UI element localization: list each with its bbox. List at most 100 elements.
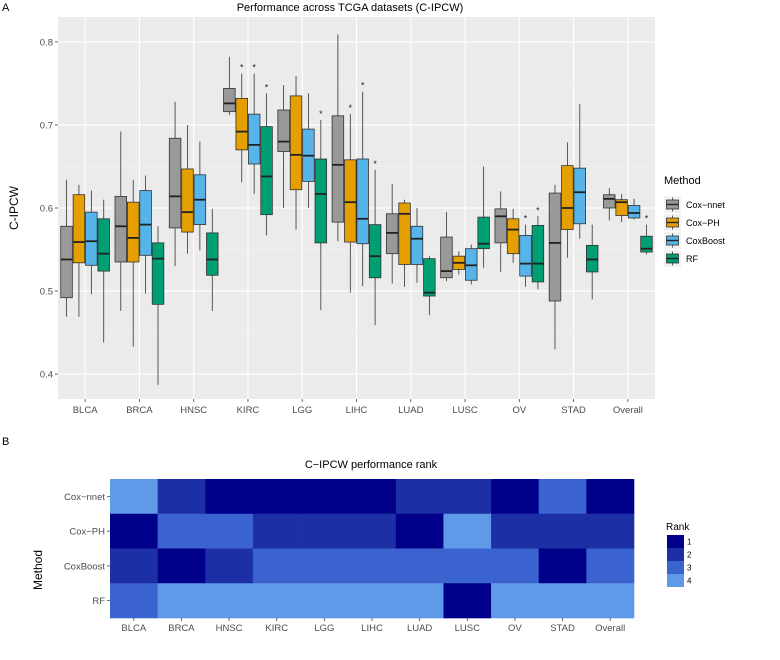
legend-key-rank-4 [667, 574, 684, 587]
significance-star: * [536, 205, 540, 215]
box-iqr [151, 242, 165, 305]
x-tick-label: STAD [561, 405, 586, 416]
box-rf: * [260, 82, 273, 236]
box-coxph [452, 251, 466, 275]
legend-label: RF [686, 254, 698, 264]
boxplot-legend: Method Cox−nnet Cox−PH CoxBoost RF [664, 175, 726, 267]
heatmap-cell [586, 479, 635, 515]
significance-star: * [265, 82, 269, 92]
box-coxboost [193, 141, 207, 251]
box-iqr [181, 168, 194, 233]
box-coxnnet [277, 85, 290, 208]
box-coxboost [410, 208, 424, 283]
box-iqr [314, 158, 328, 244]
boxplot-boxes: * * * * * * * * * * [60, 34, 653, 385]
box-iqr [60, 225, 73, 299]
box-iqr [398, 202, 411, 265]
x-tick-label: LUAD [407, 623, 432, 634]
x-tick-label: BLCA [121, 623, 146, 634]
box-iqr [548, 192, 562, 302]
box-coxph [398, 199, 411, 287]
significance-star: * [373, 159, 377, 169]
y-tick-label: 0.7 [40, 120, 53, 131]
box-iqr [603, 194, 616, 209]
box-iqr [344, 159, 357, 243]
heatmap-cells [110, 479, 635, 619]
box-iqr [519, 235, 532, 277]
box-rf: * [368, 159, 382, 326]
heatmap-y-axis-label: Method [31, 550, 45, 590]
legend-label: Cox−nnet [686, 200, 725, 210]
x-tick-label: LUSC [452, 405, 477, 416]
heatmap-cell [538, 479, 587, 515]
significance-star: * [645, 214, 649, 224]
box-iqr [206, 232, 219, 276]
heatmap-cell [586, 548, 635, 584]
box-rf [585, 224, 599, 300]
box-coxph [561, 142, 574, 258]
x-tick-label: OV [508, 623, 522, 634]
boxplot-y-axis: 0.4 0.5 0.6 0.7 0.8 [40, 37, 58, 381]
x-tick-label: BRCA [168, 623, 195, 634]
heatmap-y-axis: Cox−nnet Cox−PH CoxBoost RF [64, 492, 110, 607]
heatmap-cell [300, 583, 349, 619]
x-tick-label: LIHC [361, 623, 383, 634]
boxplot-panel: A Performance across TCGA datasets (C-IP… [2, 2, 726, 416]
heatmap-cell [395, 513, 444, 549]
box-coxnnet [548, 184, 562, 350]
x-tick-label: Overall [613, 405, 643, 416]
box-iqr [72, 194, 86, 264]
box-iqr [423, 258, 436, 297]
box-iqr [440, 236, 453, 279]
heatmap-cell [157, 513, 206, 549]
heatmap-cell [252, 513, 301, 549]
heatmap-cell [157, 583, 206, 619]
panel-b-tag: B [2, 436, 9, 448]
x-tick-label: LUAD [398, 405, 423, 416]
box-rf [423, 256, 436, 316]
heatmap-cell [443, 583, 492, 619]
heatmap-cell [252, 583, 301, 619]
y-tick-label: 0.6 [40, 204, 53, 215]
box-iqr [531, 225, 545, 283]
heatmap-cell [300, 548, 349, 584]
box-coxnnet [603, 188, 616, 221]
x-tick-label: KIRC [237, 405, 260, 416]
panel-a-tag: A [2, 2, 10, 14]
y-tick-label: CoxBoost [64, 561, 106, 572]
box-iqr [506, 218, 520, 255]
box-coxph [72, 184, 86, 317]
box-iqr [627, 205, 641, 219]
heatmap-cell [300, 513, 349, 549]
heatmap-panel: B C−IPCW performance rank Cox−nnet Cox−PH… [2, 436, 692, 634]
heatmap-cell [348, 548, 397, 584]
heatmap-cell [491, 513, 540, 549]
heatmap-cell [252, 548, 301, 584]
box-coxph [615, 193, 628, 223]
legend-label: 2 [687, 551, 692, 560]
x-tick-label: LGG [314, 623, 334, 634]
box-iqr [168, 137, 182, 229]
heatmap-cell [538, 583, 587, 619]
legend-label: 1 [687, 538, 692, 547]
box-coxph [127, 179, 140, 347]
x-tick-label: KIRC [265, 623, 288, 634]
box-coxboost [573, 104, 586, 239]
box-coxboost [139, 175, 152, 294]
box-coxboost [627, 198, 641, 220]
heatmap-cell [110, 583, 158, 619]
x-tick-label: HNSC [180, 405, 207, 416]
boxplot-legend-title: Method [664, 175, 701, 187]
heatmap-cell [252, 479, 301, 515]
y-tick-label: RF [92, 596, 105, 607]
box-iqr [410, 225, 424, 265]
heatmap-legend-title: Rank [666, 522, 690, 533]
legend-label: Cox−PH [686, 218, 720, 228]
box-coxboost: * [247, 62, 261, 194]
box-coxnnet [168, 101, 182, 267]
box-iqr [331, 115, 345, 223]
box-rf [206, 208, 219, 311]
box-coxnnet [331, 34, 345, 242]
box-coxph: * [344, 103, 357, 293]
heatmap-cell [491, 583, 540, 619]
